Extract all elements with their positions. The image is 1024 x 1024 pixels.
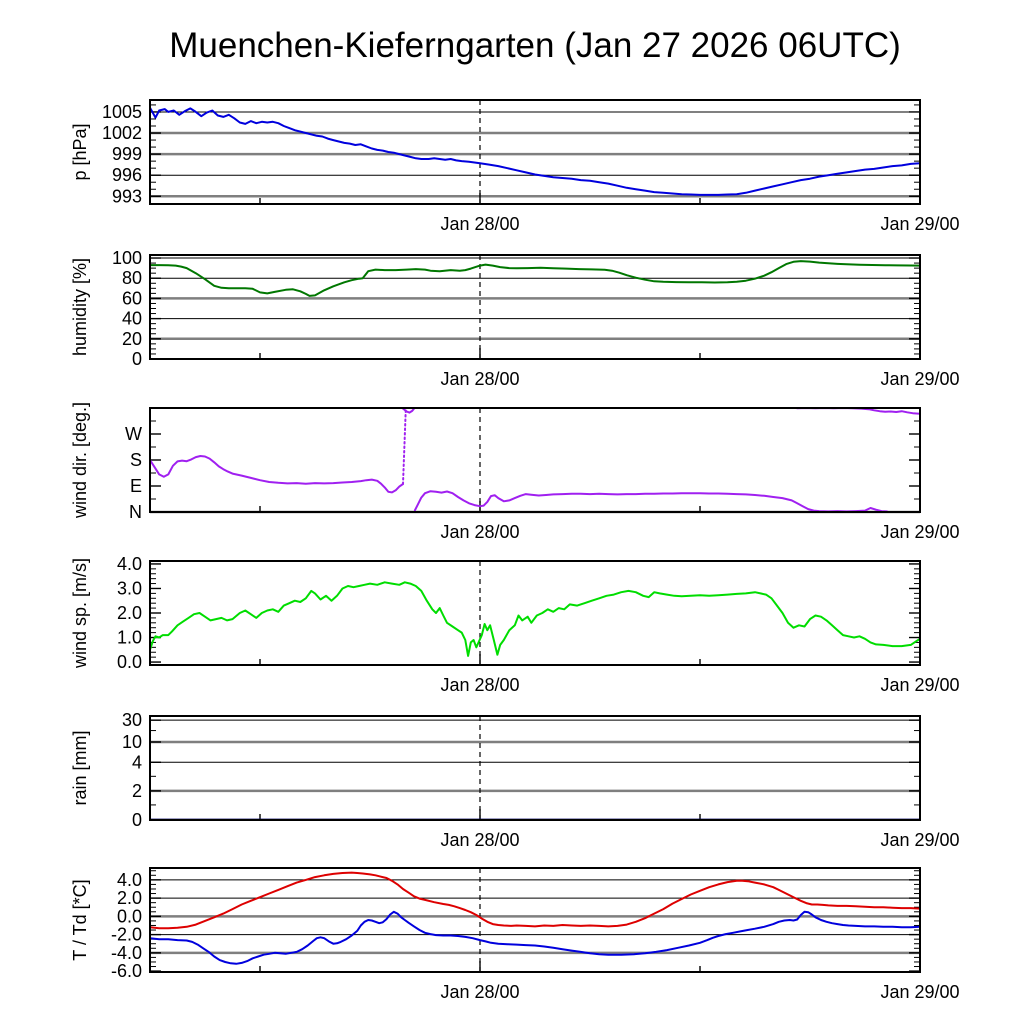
ytick-label-pressure: 993 bbox=[112, 186, 142, 206]
ylabel-wind-dir: wind dir. [deg.] bbox=[70, 402, 90, 519]
ytick-label-pressure: 999 bbox=[112, 144, 142, 164]
xtick-label: Jan 28/00 bbox=[440, 982, 519, 1002]
ytick-label-pressure: 996 bbox=[112, 165, 142, 185]
ytick-label-wind-dir: S bbox=[130, 450, 142, 470]
series-wind-speed bbox=[150, 581, 920, 657]
ytick-label-temperature: -4.0 bbox=[111, 943, 142, 963]
ytick-label-humidity: 40 bbox=[122, 309, 142, 329]
series-pressure bbox=[150, 106, 920, 196]
panel-frame-temperature bbox=[149, 867, 921, 973]
ytick-label-temperature: 0.0 bbox=[117, 906, 142, 926]
xtick-label: Jan 29/00 bbox=[880, 830, 959, 850]
ytick-label-temperature: -2.0 bbox=[111, 925, 142, 945]
series-wind-dir bbox=[402, 408, 415, 414]
page-title: Muenchen-Kieferngarten (Jan 27 2026 06UT… bbox=[169, 26, 901, 65]
ytick-label-humidity: 100 bbox=[112, 248, 142, 268]
panel-temperature: -6.0-4.0-2.00.02.04.0 Jan 28/00 Jan 29/00 T… bbox=[70, 867, 960, 1002]
xtick-label: Jan 29/00 bbox=[880, 675, 959, 695]
ytick-label-wind-speed: 1.0 bbox=[117, 628, 142, 648]
series-wind-dir bbox=[150, 455, 404, 494]
ylabel-wind-speed: wind sp. [m/s] bbox=[70, 558, 90, 669]
ytick-label-rain: 0 bbox=[132, 810, 142, 830]
ylabel-rain: rain [mm] bbox=[70, 730, 90, 805]
ytick-label-wind-dir: W bbox=[125, 424, 142, 444]
ytick-label-temperature: 2.0 bbox=[117, 888, 142, 908]
xtick-label: Jan 28/00 bbox=[440, 214, 519, 234]
series-temperature bbox=[150, 871, 920, 930]
ylabel-temperature: T / Td [*C] bbox=[70, 879, 90, 960]
ytick-label-rain: 10 bbox=[122, 732, 142, 752]
xtick-label: Jan 28/00 bbox=[440, 675, 519, 695]
panel-frame-wind-speed bbox=[149, 560, 921, 666]
panel-frame-wind-dir bbox=[149, 407, 921, 513]
ytick-label-pressure: 1005 bbox=[102, 102, 142, 122]
ytick-label-wind-dir: E bbox=[130, 476, 142, 496]
ytick-label-rain: 4 bbox=[132, 752, 142, 772]
series-wind-dir bbox=[413, 490, 888, 512]
series-dewpoint bbox=[150, 910, 920, 965]
ytick-label-temperature: 4.0 bbox=[117, 870, 142, 890]
ytick-label-humidity: 80 bbox=[122, 268, 142, 288]
ytick-label-humidity: 20 bbox=[122, 329, 142, 349]
ytick-label-rain: 30 bbox=[122, 710, 142, 730]
ytick-label-wind-speed: 0.0 bbox=[117, 652, 142, 672]
ytick-label-wind-speed: 2.0 bbox=[117, 603, 142, 623]
ytick-label-wind-speed: 3.0 bbox=[117, 578, 142, 598]
xtick-label: Jan 28/00 bbox=[440, 369, 519, 389]
xtick-label: Jan 29/00 bbox=[880, 522, 959, 542]
panel-frame-rain bbox=[149, 715, 921, 821]
ytick-label-wind-speed: 4.0 bbox=[117, 554, 142, 574]
ytick-label-humidity: 60 bbox=[122, 288, 142, 308]
panel-wind-speed: 0.0 1.0 2.0 3.0 4.0 Jan 28/00 Jan 29/00 wind sp… bbox=[70, 554, 960, 695]
xtick-label: Jan 29/00 bbox=[880, 369, 959, 389]
ylabel-pressure: p [hPa] bbox=[70, 123, 90, 180]
xtick-label: Jan 29/00 bbox=[880, 214, 959, 234]
series-humidity bbox=[150, 260, 920, 297]
ytick-label-rain: 2 bbox=[132, 781, 142, 801]
xtick-label: Jan 29/00 bbox=[880, 982, 959, 1002]
xtick-label: Jan 28/00 bbox=[440, 522, 519, 542]
xtick-label: Jan 28/00 bbox=[440, 830, 519, 850]
ytick-label-humidity: 0 bbox=[132, 349, 142, 369]
panel-frame-pressure bbox=[149, 99, 921, 205]
ytick-label-temperature: -6.0 bbox=[111, 961, 142, 981]
ytick-label-pressure: 1002 bbox=[102, 123, 142, 143]
series-wind-dir-wrap-connector bbox=[402, 408, 407, 485]
ytick-label-wind-dir: N bbox=[129, 502, 142, 522]
panel-frame-humidity bbox=[149, 254, 921, 360]
ylabel-humidity: humidity [%] bbox=[70, 258, 90, 356]
